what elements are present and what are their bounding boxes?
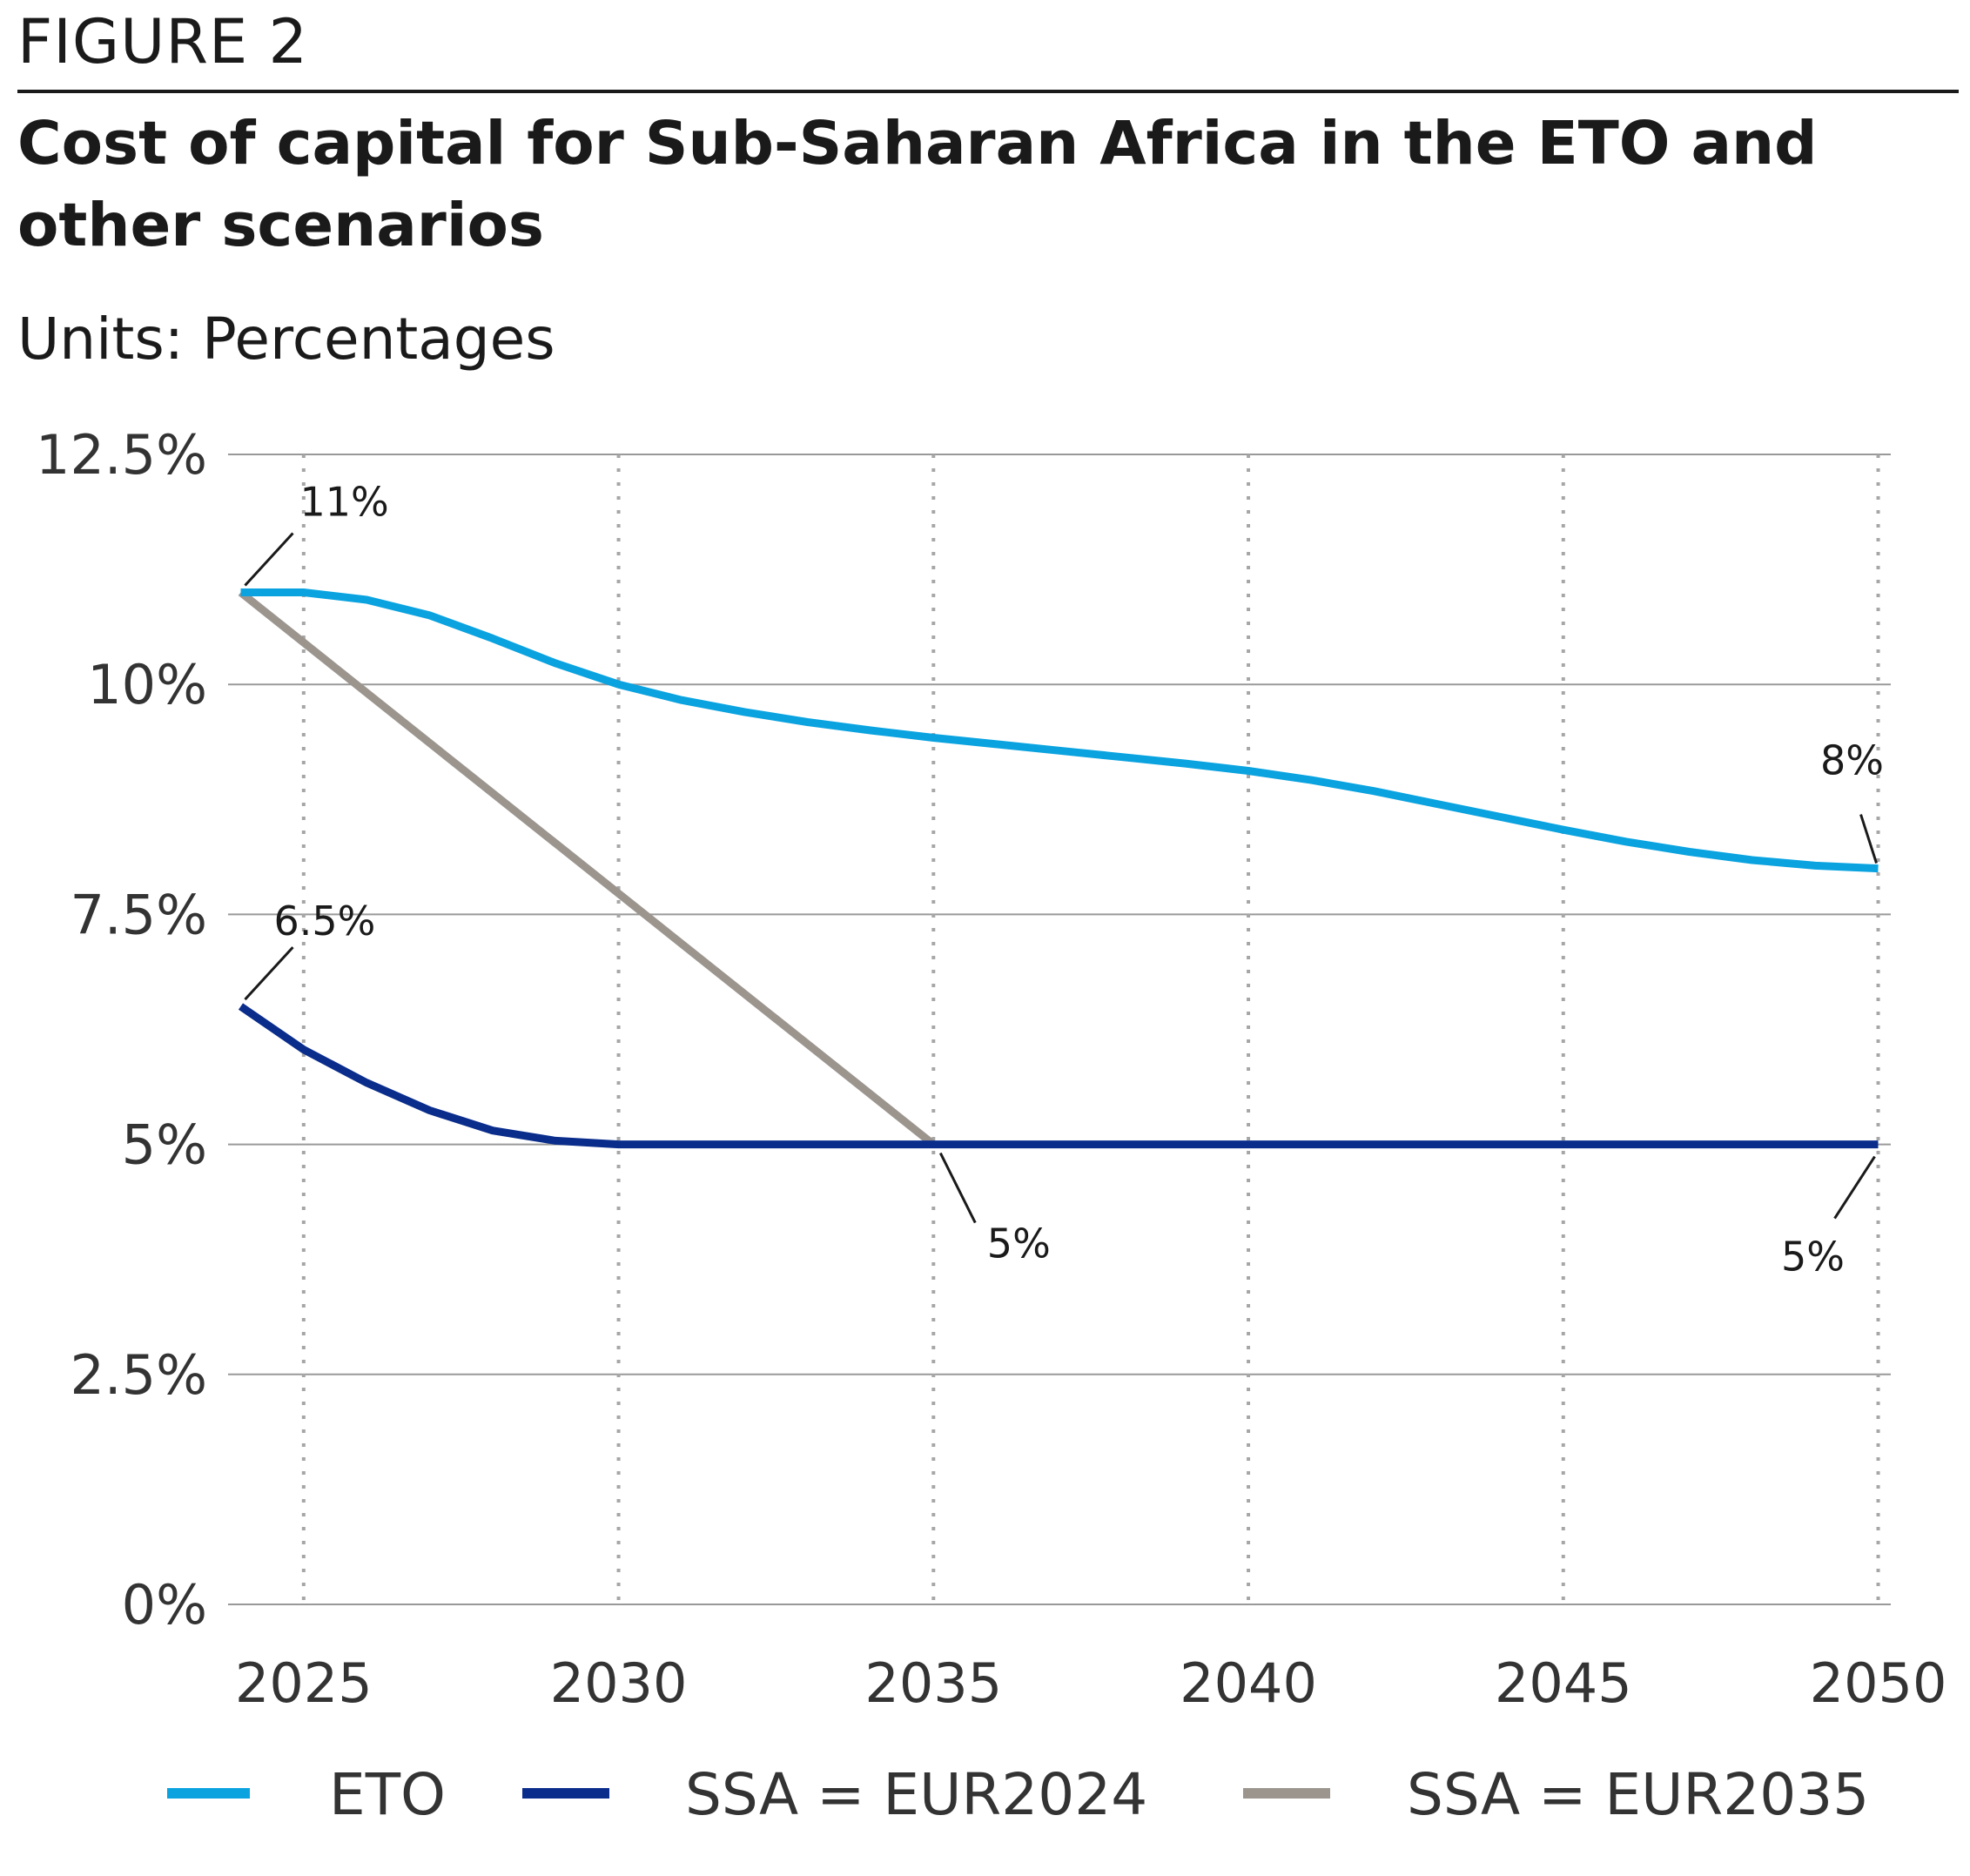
- data-annotations: 11% 6.5% 8% 5% 5%: [244, 479, 1884, 1281]
- y-tick-label: 10%: [87, 653, 207, 716]
- legend-label: SSA = EUR2035: [1407, 1761, 1869, 1828]
- annotation-leader: [1859, 814, 1878, 864]
- legend: ETO SSA = EUR2024 SSA = EUR2035: [167, 1761, 1869, 1828]
- y-tick-label: 0%: [122, 1573, 207, 1637]
- legend-label: SSA = EUR2024: [685, 1761, 1147, 1828]
- series-line-eur2035: [238, 588, 937, 1148]
- y-tick-label: 2.5%: [70, 1343, 207, 1407]
- units-label: Units: Percentages: [17, 306, 555, 373]
- x-tick-label: 2040: [1180, 1651, 1317, 1715]
- data-label: 11%: [299, 479, 388, 526]
- legend-label: ETO: [329, 1761, 446, 1828]
- series-line-eto: [240, 588, 1879, 873]
- x-tick-label: 2035: [864, 1651, 1002, 1715]
- annotation-leader: [1833, 1155, 1876, 1220]
- chart-title: Cost of capital for Sub-Saharan Africa i…: [17, 109, 1818, 260]
- series-line-eur2024: [238, 1003, 1879, 1149]
- series-lines: [238, 588, 1879, 1149]
- x-tick-label: 2050: [1810, 1651, 1947, 1715]
- annotation-leader: [244, 532, 294, 587]
- figure-label: FIGURE 2: [17, 6, 309, 77]
- data-label: 8%: [1820, 737, 1884, 784]
- annotation-leader: [938, 1152, 977, 1224]
- x-tick-label: 2045: [1495, 1651, 1632, 1715]
- x-tick-label: 2030: [550, 1651, 688, 1715]
- y-axis-ticks: 0% 2.5% 5% 7.5% 10% 12.5%: [36, 423, 207, 1637]
- data-label: 5%: [987, 1220, 1051, 1267]
- data-label: 5%: [1781, 1234, 1845, 1281]
- annotation-leader: [244, 946, 294, 1001]
- grid: [228, 454, 1891, 1605]
- data-label: 6.5%: [273, 898, 375, 945]
- y-tick-label: 7.5%: [70, 883, 207, 946]
- y-tick-label: 5%: [122, 1113, 207, 1177]
- header-divider: [17, 90, 1959, 93]
- x-axis-ticks: 2025 2030 2035 2040 2045 2050: [235, 1651, 1947, 1715]
- y-tick-label: 12.5%: [36, 423, 207, 487]
- x-tick-label: 2025: [235, 1651, 373, 1715]
